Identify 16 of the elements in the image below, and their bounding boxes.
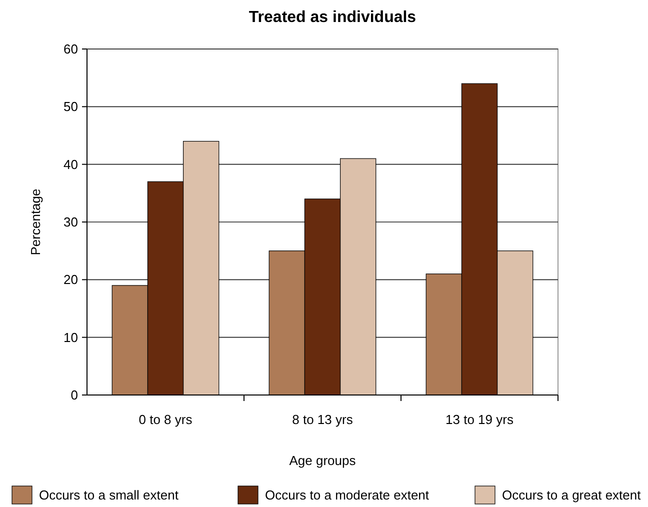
x-tick-label: 8 to 13 yrs (292, 412, 354, 427)
legend-label: Occurs to a great extent (502, 488, 642, 503)
y-tick-label: 30 (64, 214, 78, 230)
x-tick-label: 0 to 8 yrs (138, 412, 193, 427)
y-axis-title: Percentage (28, 188, 43, 256)
legend-label: Occurs to a small extent (39, 488, 179, 503)
chart-title: Treated as individuals (248, 9, 416, 26)
y-tick-label: 0 (70, 388, 78, 403)
y-tick-label: 20 (64, 272, 78, 288)
y-tick-label: 10 (64, 330, 78, 345)
y-tick-label: 60 (64, 42, 78, 57)
y-tick-label: 40 (64, 156, 78, 172)
y-tick-label: 50 (64, 99, 78, 114)
x-axis-title: Age groups (289, 453, 356, 468)
x-tick-label: 13 to 19 yrs (446, 412, 514, 427)
legend-label: Occurs to a moderate extent (265, 488, 430, 503)
